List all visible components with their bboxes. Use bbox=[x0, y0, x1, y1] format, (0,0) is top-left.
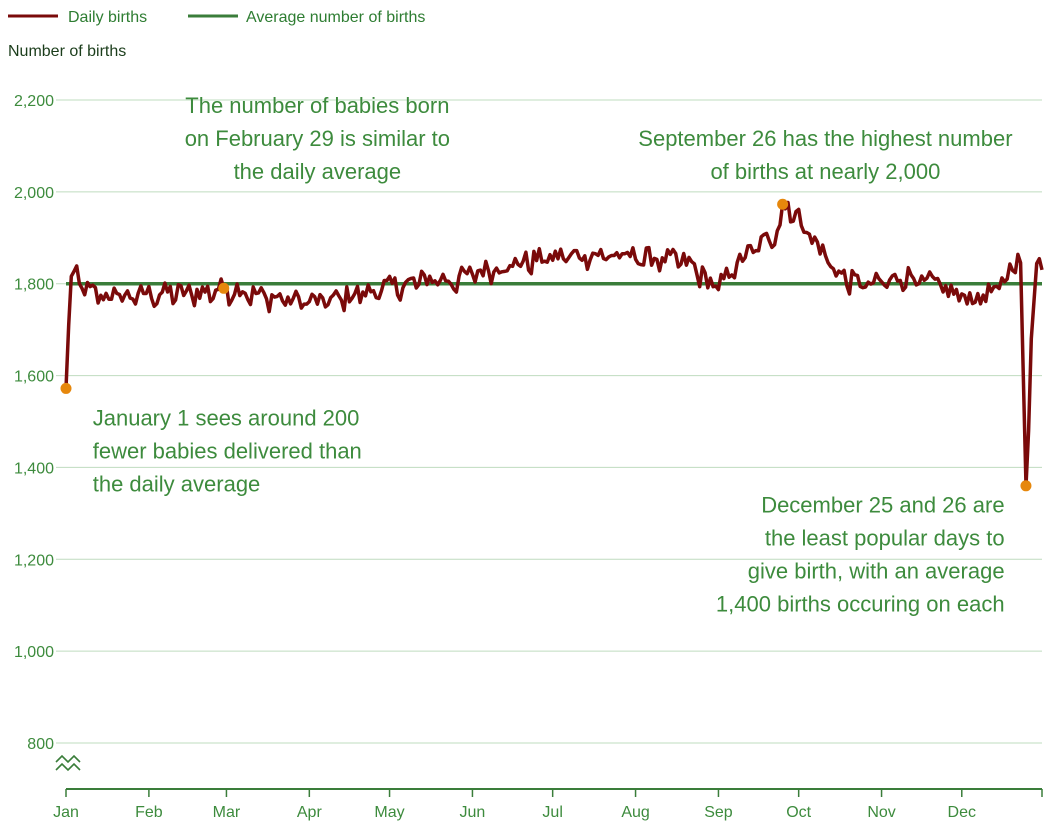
annotation-line: 1,400 births occuring on each bbox=[716, 592, 1005, 617]
y-axis-title: Number of births bbox=[8, 43, 126, 60]
x-axis-ticks: Jan Feb Mar Apr May Jun Jul Aug Sep Oct Nov Dec bbox=[53, 789, 1043, 821]
x-tick-label: Oct bbox=[786, 804, 811, 821]
x-tick-label: Apr bbox=[297, 804, 323, 821]
annotation-line: January 1 sees around 200 bbox=[93, 405, 360, 430]
x-tick-label: Jun bbox=[460, 804, 486, 821]
y-tick-label: 1,000 bbox=[14, 644, 54, 661]
annotation-line: the daily average bbox=[93, 471, 261, 496]
annotation-line: the least popular days to bbox=[765, 526, 1005, 551]
y-tick-label: 800 bbox=[27, 736, 54, 753]
highlight-point bbox=[60, 382, 72, 394]
highlight-point bbox=[1020, 480, 1032, 492]
annotation-line: The number of babies born bbox=[185, 93, 449, 118]
x-tick-label: May bbox=[374, 804, 404, 821]
axis-break-icon bbox=[55, 754, 81, 772]
legend-daily-births-label: Daily births bbox=[68, 9, 147, 26]
y-tick-label: 1,400 bbox=[14, 460, 54, 477]
x-tick-label: Sep bbox=[704, 804, 733, 821]
highlight-point bbox=[218, 282, 230, 294]
y-tick-label: 2,200 bbox=[14, 93, 54, 110]
annotations: The number of babies born on February 29 … bbox=[93, 93, 1013, 617]
x-tick-label: Jul bbox=[542, 804, 562, 821]
annotation-line: September 26 has the highest number bbox=[638, 126, 1012, 151]
annotation-line: of births at nearly 2,000 bbox=[710, 159, 940, 184]
y-axis-ticks: 2,200 2,000 1,800 1,600 1,400 1,200 1,000 800 bbox=[14, 93, 54, 753]
x-tick-label: Dec bbox=[948, 804, 976, 821]
legend: Daily births Average number of births bbox=[8, 9, 425, 26]
annotation-line: December 25 and 26 are bbox=[761, 493, 1004, 518]
annotation-line: fewer babies delivered than bbox=[93, 438, 362, 463]
annotation-line: the daily average bbox=[234, 159, 402, 184]
x-tick-label: Mar bbox=[213, 804, 241, 821]
x-tick-label: Feb bbox=[135, 804, 163, 821]
highlight-point bbox=[777, 198, 789, 210]
daily-series bbox=[64, 200, 1044, 488]
annotation-line: give birth, with an average bbox=[748, 559, 1005, 584]
x-axis bbox=[55, 754, 1042, 790]
y-tick-label: 1,200 bbox=[14, 552, 54, 569]
y-tick-label: 1,800 bbox=[14, 277, 54, 294]
x-tick-label: Aug bbox=[621, 804, 649, 821]
highlight-points bbox=[60, 198, 1032, 492]
annotation-line: on February 29 is similar to bbox=[185, 126, 450, 151]
y-tick-label: 2,000 bbox=[14, 185, 54, 202]
daily-births-line bbox=[64, 200, 1044, 488]
legend-average-label: Average number of births bbox=[246, 9, 425, 26]
x-tick-label: Nov bbox=[867, 804, 895, 821]
y-tick-label: 1,600 bbox=[14, 369, 54, 386]
x-tick-label: Jan bbox=[53, 804, 79, 821]
